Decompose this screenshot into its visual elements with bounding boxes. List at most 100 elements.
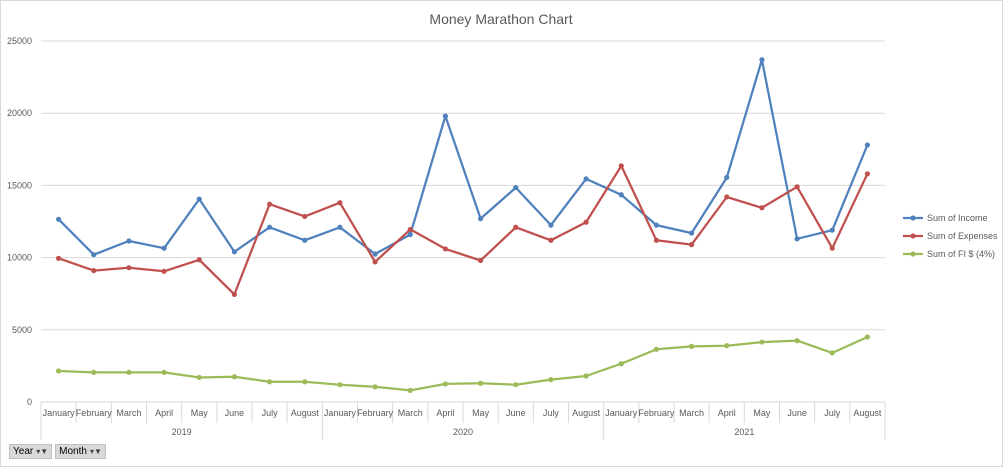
data-point bbox=[548, 377, 554, 383]
data-point bbox=[55, 368, 62, 374]
data-point bbox=[302, 213, 308, 220]
x-tick-label: April bbox=[436, 408, 454, 418]
x-tick-label: February bbox=[638, 408, 675, 418]
data-point bbox=[337, 224, 343, 230]
filter-dropdown-icon: ▾▼ bbox=[89, 446, 102, 456]
data-point bbox=[231, 374, 238, 380]
year-filter-button[interactable]: Year ▾▼ bbox=[9, 444, 53, 459]
data-point bbox=[266, 224, 273, 230]
filter-dropdown-icon: ▾▼ bbox=[36, 446, 49, 456]
data-point bbox=[442, 113, 449, 119]
data-point bbox=[477, 257, 484, 264]
legend: Sum of Income Sum of Expenses Sum of FI $ … bbox=[903, 213, 998, 259]
data-point bbox=[759, 57, 765, 63]
x-tick-label: July bbox=[824, 408, 841, 418]
x-tick-label: May bbox=[191, 408, 209, 418]
data-point bbox=[864, 142, 871, 148]
x-tick-label: March bbox=[116, 408, 141, 418]
y-tick-label: 5000 bbox=[12, 325, 32, 335]
data-point bbox=[161, 369, 167, 375]
data-point bbox=[794, 236, 800, 242]
data-point bbox=[583, 176, 589, 182]
data-point bbox=[91, 267, 97, 274]
data-point bbox=[55, 255, 62, 261]
year-group-label: 2019 bbox=[172, 427, 192, 437]
data-point bbox=[864, 334, 871, 340]
data-point bbox=[513, 184, 519, 191]
data-point bbox=[126, 369, 132, 375]
x-tick-label: July bbox=[543, 408, 560, 418]
data-point bbox=[161, 245, 167, 251]
legend-label: Sum of Income bbox=[927, 213, 988, 223]
data-point bbox=[196, 196, 202, 202]
data-point bbox=[266, 201, 273, 207]
data-point bbox=[372, 259, 378, 265]
data-point bbox=[548, 222, 554, 228]
data-point bbox=[477, 216, 484, 222]
x-tick-label: August bbox=[572, 408, 601, 418]
data-point bbox=[126, 238, 132, 244]
x-tick-label: March bbox=[679, 408, 704, 418]
gridlines bbox=[41, 40, 885, 403]
data-point bbox=[302, 379, 308, 385]
data-point bbox=[618, 361, 624, 367]
x-tick-label: February bbox=[76, 408, 113, 418]
data-point bbox=[337, 382, 343, 388]
data-point bbox=[653, 346, 660, 352]
year-group-label: 2020 bbox=[453, 427, 473, 437]
data-point bbox=[407, 231, 413, 238]
series-line bbox=[57, 58, 869, 256]
data-point bbox=[91, 369, 97, 375]
x-tick-label: June bbox=[506, 408, 526, 418]
month-filter-button[interactable]: Month ▾▼ bbox=[55, 444, 106, 459]
data-point bbox=[724, 194, 730, 200]
legend-marker bbox=[910, 251, 916, 257]
data-point bbox=[231, 291, 238, 298]
data-point bbox=[196, 257, 202, 263]
data-point bbox=[724, 343, 730, 349]
x-tick-label: May bbox=[753, 408, 771, 418]
data-point bbox=[372, 251, 378, 257]
data-point bbox=[513, 224, 519, 230]
year-group-label: 2021 bbox=[734, 427, 754, 437]
month-filter-label: Month bbox=[59, 446, 87, 457]
x-tick-label: May bbox=[472, 408, 490, 418]
x-tick-label: January bbox=[605, 408, 638, 418]
series-lines bbox=[55, 57, 871, 394]
data-point bbox=[442, 246, 449, 252]
data-point bbox=[618, 163, 624, 169]
data-point bbox=[442, 381, 449, 387]
data-point bbox=[829, 245, 835, 251]
data-point bbox=[477, 380, 484, 386]
data-point bbox=[794, 338, 800, 344]
legend-label: Sum of Expenses bbox=[927, 231, 998, 241]
x-tick-label: June bbox=[225, 408, 245, 418]
data-point bbox=[302, 237, 308, 243]
data-point bbox=[653, 222, 660, 228]
x-tick-label: January bbox=[43, 408, 76, 418]
x-tick-label: August bbox=[291, 408, 320, 418]
y-tick-label: 20000 bbox=[7, 108, 32, 118]
x-tick-label: April bbox=[718, 408, 736, 418]
pivot-filter-bar: Year ▾▼ Month ▾▼ bbox=[9, 444, 106, 459]
data-point bbox=[724, 174, 730, 181]
data-point bbox=[513, 382, 519, 388]
y-tick-label: 10000 bbox=[7, 253, 32, 263]
data-point bbox=[759, 205, 765, 211]
data-point bbox=[829, 350, 835, 356]
x-tick-label: March bbox=[398, 408, 423, 418]
x-tick-label: January bbox=[324, 408, 357, 418]
data-point bbox=[688, 242, 695, 248]
data-point bbox=[372, 384, 378, 390]
data-point bbox=[337, 200, 343, 206]
data-point bbox=[618, 192, 624, 198]
x-tick-label: June bbox=[787, 408, 807, 418]
x-tick-label: July bbox=[262, 408, 279, 418]
data-point bbox=[231, 249, 238, 255]
legend-label: Sum of FI $ (4%) bbox=[927, 249, 995, 259]
data-point bbox=[653, 237, 660, 243]
y-tick-label: 15000 bbox=[7, 180, 32, 190]
data-point bbox=[407, 387, 413, 394]
